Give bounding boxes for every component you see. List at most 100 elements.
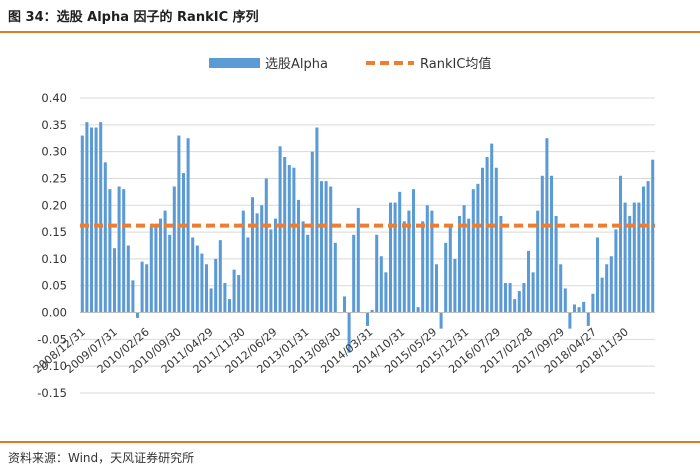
bar	[375, 234, 379, 313]
bar	[126, 245, 130, 313]
bar	[651, 159, 655, 313]
bar	[605, 264, 609, 313]
bar	[145, 264, 149, 313]
bar	[480, 167, 485, 313]
legend: 选股Alpha RankIC均值	[209, 56, 491, 72]
bar	[457, 216, 462, 313]
bar	[227, 299, 232, 313]
bar	[384, 272, 388, 313]
bar	[623, 202, 627, 313]
bar	[453, 258, 457, 313]
bar	[329, 186, 333, 313]
bar	[89, 127, 94, 313]
bar	[283, 157, 287, 313]
bar	[163, 210, 167, 313]
bar	[347, 312, 351, 353]
bar	[618, 175, 623, 313]
bar	[112, 248, 117, 313]
bar	[531, 272, 535, 313]
bar	[278, 146, 282, 313]
bar	[315, 127, 319, 313]
bar	[108, 189, 112, 313]
legend-label-bar: 选股Alpha	[265, 57, 328, 72]
bar	[494, 167, 498, 313]
bar	[135, 312, 140, 318]
y-tick-label: 0.20	[41, 198, 67, 212]
bar	[264, 178, 268, 313]
bar	[540, 175, 544, 313]
bar	[595, 237, 600, 313]
header-rule	[0, 31, 700, 33]
y-tick-label: 0.30	[41, 145, 67, 159]
bar	[526, 250, 531, 313]
bar	[398, 191, 402, 313]
bar	[85, 122, 89, 313]
bar	[94, 127, 98, 313]
bar	[586, 312, 590, 326]
bar	[255, 213, 259, 313]
legend-label-line: RankIC均值	[420, 56, 491, 72]
y-tick-label: 0.00	[41, 306, 67, 320]
bar	[292, 167, 296, 313]
bar	[448, 224, 452, 313]
bar	[517, 291, 521, 313]
bar	[306, 234, 310, 313]
bar	[499, 216, 503, 313]
bar	[471, 189, 475, 313]
bar	[158, 218, 163, 313]
bar	[186, 138, 190, 313]
bar	[536, 210, 540, 313]
bar	[352, 234, 356, 313]
footer-rule	[0, 441, 700, 443]
bar	[250, 197, 255, 313]
y-tick-label: 0.10	[41, 252, 67, 266]
bar	[296, 199, 301, 313]
bar	[476, 183, 480, 313]
y-axis: 0.40 0.35 0.30 0.25 0.20 0.15 0.10 0.05 0.00 -0.0…	[37, 91, 67, 400]
bar	[430, 210, 434, 313]
bar	[577, 307, 581, 313]
bar	[232, 269, 236, 313]
bar	[218, 240, 222, 313]
rankic-chart: 0.40 0.35 0.30 0.25 0.20 0.15 0.10 0.05 0.00 -0.0…	[31, 56, 655, 400]
bar	[407, 210, 411, 313]
bar	[154, 224, 158, 313]
bar	[462, 205, 466, 313]
bar	[246, 237, 250, 313]
bar	[214, 258, 218, 313]
bar	[149, 226, 153, 313]
bar	[273, 218, 278, 313]
bar	[195, 245, 199, 313]
y-tick-label: 0.40	[41, 91, 67, 105]
bar	[388, 202, 393, 313]
bar	[402, 221, 406, 313]
bar	[140, 261, 144, 313]
bar	[411, 189, 416, 313]
bar	[99, 122, 103, 313]
bar	[444, 242, 448, 313]
bar	[122, 189, 126, 313]
bar	[646, 181, 650, 313]
bar	[416, 307, 420, 313]
bar	[637, 202, 641, 313]
bar	[485, 157, 489, 313]
bar	[209, 288, 213, 313]
bar	[269, 229, 273, 313]
bar	[365, 312, 370, 326]
bar	[301, 221, 305, 313]
bar	[568, 312, 572, 329]
bar	[572, 304, 577, 313]
bar	[563, 288, 567, 313]
bar	[467, 218, 471, 313]
bar	[168, 234, 172, 313]
bar	[370, 309, 374, 313]
bar	[425, 205, 429, 313]
bar-series	[80, 122, 655, 353]
bar	[200, 253, 204, 313]
y-tick-label: 0.15	[41, 225, 67, 239]
bar	[632, 202, 636, 313]
bar	[319, 181, 324, 313]
bar	[508, 283, 512, 313]
bar	[342, 296, 347, 313]
bar	[421, 221, 425, 313]
